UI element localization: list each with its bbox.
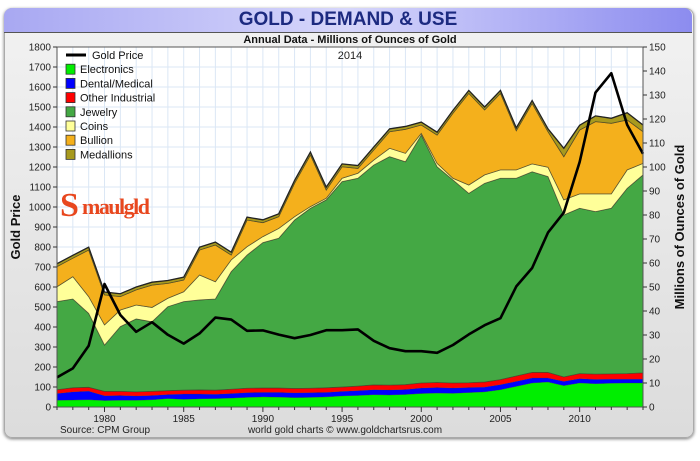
right-tick-label: 100 [649,163,666,174]
right-axis-label: Millions of Ounces of Gold [672,145,687,310]
left-tick-label: 1600 [29,83,52,94]
right-tick-label: 10 [649,379,661,390]
smaulgld-logo: S maulgld [60,187,150,224]
legend-swatch-electronics [65,63,76,75]
legend-swatch-dental-medical [65,78,76,89]
axes: 0100200300400500600700800900100011001200… [29,43,666,426]
left-tick-label: 1300 [29,143,52,154]
right-tick-label: 70 [649,235,661,246]
x-tick-label: 2010 [569,414,592,425]
right-tick-label: 20 [649,355,661,366]
left-tick-label: 600 [34,283,51,294]
right-tick-label: 150 [649,43,666,54]
x-tick-label: 1980 [93,414,116,425]
right-tick-label: 50 [649,283,661,294]
logo-letter-s: S [60,187,79,224]
left-tick-label: 1400 [29,123,52,134]
right-tick-label: 0 [649,403,655,414]
left-tick-label: 300 [34,343,51,354]
credit-note: world gold charts © www.goldchartsrus.co… [247,425,442,436]
left-tick-label: 700 [34,263,51,274]
legend-label-jewelry: Jewelry [80,107,118,119]
right-tick-label: 110 [649,139,665,150]
legend-label-gold-price: Gold Price [92,50,143,62]
legend-swatch-medallions [65,148,76,160]
legend-swatch-jewelry [65,106,76,118]
x-tick-label: 1995 [331,414,354,425]
chart-title: GOLD - DEMAND & USE [4,8,692,33]
left-tick-label: 200 [34,363,51,374]
left-tick-label: 1100 [29,183,51,194]
source-note: Source: CPM Group [60,425,150,436]
right-tick-label: 60 [649,259,661,270]
left-tick-label: 1000 [29,203,52,214]
x-tick-label: 1990 [252,414,275,425]
left-tick-label: 1200 [29,163,52,174]
right-tick-label: 130 [649,91,666,102]
left-tick-label: 0 [45,403,51,414]
legend-label-medallions: Medallions [80,149,133,161]
legend-label-electronics: Electronics [80,64,134,76]
legend-swatch-bullion [65,134,76,146]
right-tick-label: 30 [649,331,661,342]
legend-label-bullion: Bullion [80,135,113,147]
x-tick-label: 2005 [489,414,512,425]
legend-swatch-coins [65,120,76,132]
legend-label-dental-medical: Dental/Medical [80,78,153,90]
total-demand-outline [56,89,644,295]
legend-swatch-other-industrial [65,92,76,103]
gold-price-line [56,71,645,379]
year-note: 2014 [338,50,362,62]
left-tick-label: 1700 [29,63,52,74]
right-tick-label: 120 [649,115,666,126]
chart-subtitle: Annual Data - Millions of Ounces of Gold [243,34,457,46]
left-tick-label: 1800 [29,43,52,54]
x-tick-label: 2000 [410,414,433,425]
left-tick-label: 800 [34,243,51,254]
left-tick-label: 100 [34,383,51,394]
logo-text: maulgld [82,194,150,219]
legend: Gold Price Electronics Dental/Medical Other… [65,50,155,161]
right-tick-label: 90 [649,187,661,198]
right-tick-label: 80 [649,211,661,222]
left-tick-label: 900 [34,223,51,234]
right-tick-label: 140 [649,67,666,78]
left-tick-label: 1500 [29,103,52,114]
right-tick-label: 40 [649,307,661,318]
x-tick-label: 1985 [173,414,196,425]
left-tick-label: 400 [34,323,51,334]
gold-price-line-group [56,71,645,379]
left-axis-label: Gold Price [8,194,23,259]
legend-label-other-industrial: Other Industrial [80,93,155,105]
left-tick-label: 500 [34,303,51,314]
legend-label-coins: Coins [80,121,109,133]
